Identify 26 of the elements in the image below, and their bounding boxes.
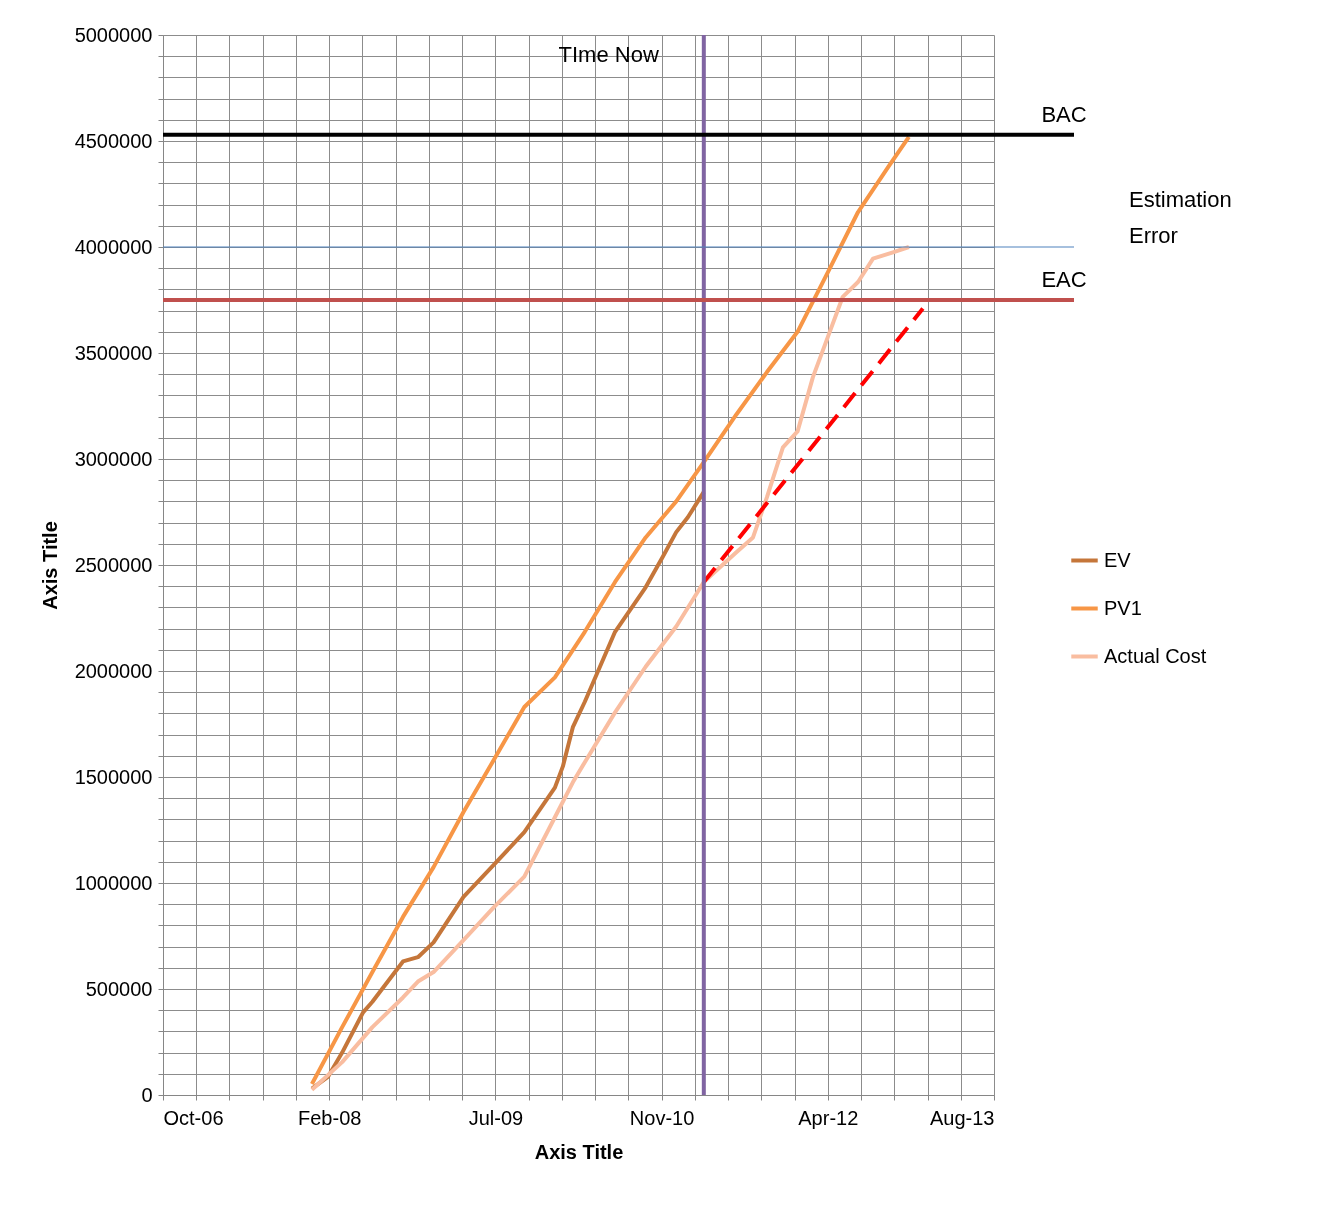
x-tick-label: Feb-08: [298, 1106, 362, 1129]
legend-label: EV: [1104, 548, 1132, 571]
x-axis-title: Axis Title: [534, 1140, 624, 1163]
ref-line-label: TIme Now: [558, 42, 659, 67]
y-tick-label: 0: [141, 1083, 153, 1106]
x-tick-label: Nov-10: [629, 1106, 695, 1129]
y-axis-title: Axis Title: [38, 521, 61, 610]
y-tick-label: 4000000: [74, 235, 153, 258]
ref-line-label: BAC: [1041, 101, 1087, 127]
y-tick-label: 4500000: [74, 129, 153, 152]
ref-line-label: EAC: [1041, 267, 1087, 292]
x-tick-label: Jul-09: [468, 1106, 524, 1129]
legend-label: PV1: [1104, 596, 1142, 619]
y-tick-label: 2000000: [74, 659, 153, 682]
y-tick-label: 3500000: [74, 341, 153, 364]
y-tick-label: 5000000: [74, 23, 153, 46]
text: Estimation Error: [1129, 187, 1232, 248]
x-tick-label: Aug-13: [930, 1106, 995, 1129]
y-tick-label: 1500000: [74, 765, 153, 788]
legend-label: Actual Cost: [1104, 644, 1207, 667]
x-tick-label: Apr-12: [798, 1106, 859, 1129]
y-tick-label: 3000000: [74, 447, 153, 470]
y-tick-label: 2500000: [74, 553, 153, 576]
y-tick-label: 1000000: [74, 871, 153, 894]
y-tick-label: 500000: [85, 977, 153, 1000]
x-tick-label: Oct-06: [163, 1106, 224, 1129]
